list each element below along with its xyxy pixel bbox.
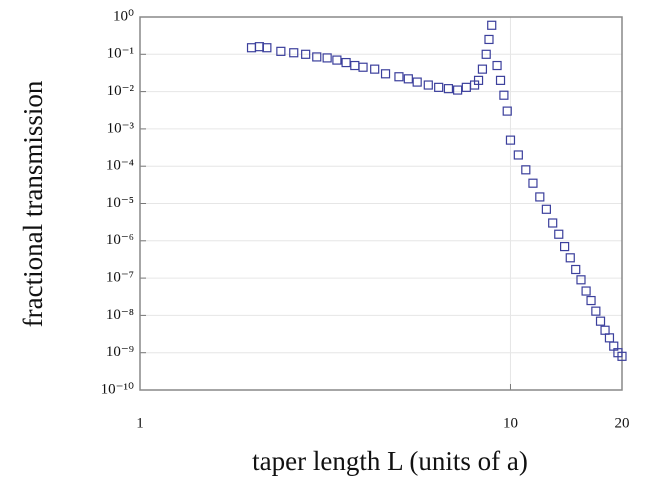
marker — [548, 218, 558, 228]
marker — [505, 135, 516, 145]
y-tick-label: 10⁻⁷ — [106, 270, 134, 286]
x-tick-label: 20 — [615, 415, 630, 431]
marker — [541, 204, 551, 214]
marker — [617, 351, 627, 361]
marker — [322, 53, 332, 63]
marker — [370, 64, 380, 74]
marker — [495, 75, 506, 85]
marker — [350, 60, 360, 71]
marker — [554, 229, 564, 239]
y-tick-label: 10⁻⁸ — [106, 307, 134, 323]
marker — [521, 165, 531, 175]
marker — [461, 82, 471, 92]
marker — [301, 49, 311, 59]
y-tick-label: 10⁻⁵ — [106, 195, 134, 211]
marker — [571, 264, 581, 275]
y-tick-label: 10⁻¹⁰ — [101, 381, 134, 397]
marker — [412, 77, 422, 87]
marker — [595, 316, 606, 326]
x-axis-label: taper length L (units of a) — [252, 446, 528, 476]
marker — [535, 192, 545, 202]
marker — [576, 275, 586, 285]
y-tick-label: 10⁻³ — [107, 120, 135, 136]
marker — [604, 333, 615, 343]
x-tick-label: 10 — [503, 415, 518, 431]
marker — [581, 286, 591, 296]
marker — [513, 150, 523, 160]
marker — [276, 46, 286, 56]
y-axis-label: fractional transmission — [18, 80, 48, 327]
marker — [565, 253, 575, 263]
marker — [600, 325, 610, 335]
marker — [358, 62, 368, 72]
marker — [380, 69, 391, 79]
marker — [246, 43, 257, 53]
marker — [473, 75, 484, 85]
y-tick-label: 10⁻⁹ — [106, 344, 134, 360]
marker — [484, 34, 494, 45]
marker — [423, 80, 433, 90]
x-tick-label: 1 — [136, 415, 144, 431]
marker — [394, 72, 404, 82]
marker — [312, 52, 322, 62]
marker — [434, 82, 444, 92]
marker — [586, 295, 596, 306]
marker — [477, 64, 488, 74]
plot-frame — [139, 16, 623, 391]
y-tick-label: 10⁻¹ — [107, 46, 134, 62]
marker — [499, 90, 509, 100]
marker — [487, 20, 497, 30]
marker — [560, 241, 570, 252]
marker — [528, 178, 538, 188]
marker — [262, 43, 272, 53]
marker — [289, 48, 299, 58]
marker — [492, 60, 502, 71]
y-tick-label: 10⁻² — [107, 83, 135, 99]
marker — [591, 306, 601, 316]
y-tick-label: 10⁻⁴ — [106, 158, 134, 174]
marker — [443, 84, 454, 94]
marker — [453, 85, 463, 95]
marker — [332, 55, 342, 65]
marker — [403, 74, 413, 84]
y-tick-label: 10⁻⁶ — [106, 232, 134, 248]
marker — [254, 42, 264, 52]
marker — [481, 49, 491, 59]
y-tick-label: 10⁰ — [113, 8, 134, 24]
marker — [341, 57, 351, 68]
marker — [502, 106, 512, 116]
